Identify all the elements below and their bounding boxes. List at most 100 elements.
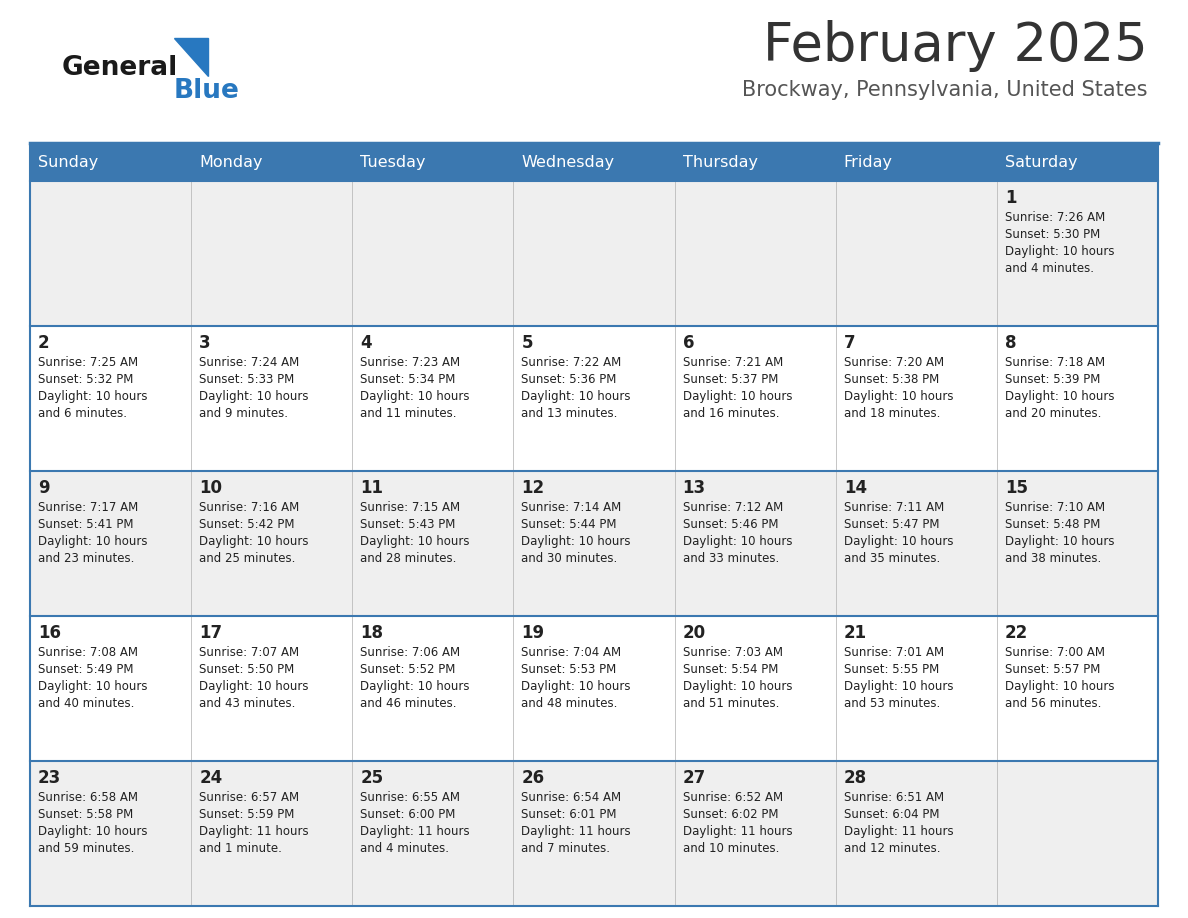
Text: Sunset: 5:37 PM: Sunset: 5:37 PM [683, 373, 778, 386]
Text: Sunrise: 7:06 AM: Sunrise: 7:06 AM [360, 646, 461, 659]
Text: Monday: Monday [200, 155, 263, 171]
Text: and 11 minutes.: and 11 minutes. [360, 407, 456, 420]
Text: 11: 11 [360, 479, 384, 497]
Text: Thursday: Thursday [683, 155, 758, 171]
Text: Sunset: 5:43 PM: Sunset: 5:43 PM [360, 518, 456, 531]
Text: and 33 minutes.: and 33 minutes. [683, 552, 779, 565]
Text: Sunrise: 7:01 AM: Sunrise: 7:01 AM [843, 646, 943, 659]
Text: and 56 minutes.: and 56 minutes. [1005, 697, 1101, 710]
Text: Daylight: 10 hours: Daylight: 10 hours [38, 535, 147, 548]
Text: and 40 minutes.: and 40 minutes. [38, 697, 134, 710]
Text: Daylight: 10 hours: Daylight: 10 hours [1005, 535, 1114, 548]
Text: and 46 minutes.: and 46 minutes. [360, 697, 456, 710]
Text: 14: 14 [843, 479, 867, 497]
Text: 17: 17 [200, 624, 222, 642]
Text: Sunset: 5:30 PM: Sunset: 5:30 PM [1005, 228, 1100, 241]
Text: Daylight: 10 hours: Daylight: 10 hours [843, 535, 953, 548]
Text: Daylight: 10 hours: Daylight: 10 hours [360, 390, 469, 403]
Bar [30, 145, 1158, 181]
Polygon shape [173, 38, 208, 76]
Text: Daylight: 10 hours: Daylight: 10 hours [1005, 245, 1114, 258]
Text: Sunset: 5:53 PM: Sunset: 5:53 PM [522, 663, 617, 676]
Text: Daylight: 10 hours: Daylight: 10 hours [360, 680, 469, 693]
Text: Sunset: 5:46 PM: Sunset: 5:46 PM [683, 518, 778, 531]
Text: and 48 minutes.: and 48 minutes. [522, 697, 618, 710]
Text: Sunset: 5:49 PM: Sunset: 5:49 PM [38, 663, 133, 676]
Text: 26: 26 [522, 769, 544, 787]
Text: Daylight: 10 hours: Daylight: 10 hours [1005, 680, 1114, 693]
Text: Sunrise: 6:55 AM: Sunrise: 6:55 AM [360, 791, 460, 804]
Text: and 20 minutes.: and 20 minutes. [1005, 407, 1101, 420]
Text: Sunset: 6:04 PM: Sunset: 6:04 PM [843, 808, 940, 821]
Text: Tuesday: Tuesday [360, 155, 425, 171]
Text: Daylight: 10 hours: Daylight: 10 hours [843, 680, 953, 693]
Bar [30, 761, 1158, 906]
Text: Sunset: 5:54 PM: Sunset: 5:54 PM [683, 663, 778, 676]
Bar [30, 616, 1158, 761]
Text: 19: 19 [522, 624, 544, 642]
Text: and 43 minutes.: and 43 minutes. [200, 697, 296, 710]
Text: and 13 minutes.: and 13 minutes. [522, 407, 618, 420]
Text: Daylight: 10 hours: Daylight: 10 hours [522, 680, 631, 693]
Text: Sunrise: 7:11 AM: Sunrise: 7:11 AM [843, 501, 944, 514]
Text: Sunrise: 7:18 AM: Sunrise: 7:18 AM [1005, 356, 1105, 369]
Text: and 6 minutes.: and 6 minutes. [38, 407, 127, 420]
Text: Daylight: 11 hours: Daylight: 11 hours [200, 825, 309, 838]
Text: and 25 minutes.: and 25 minutes. [200, 552, 296, 565]
Text: Sunset: 5:50 PM: Sunset: 5:50 PM [200, 663, 295, 676]
Text: 9: 9 [38, 479, 50, 497]
Text: Brockway, Pennsylvania, United States: Brockway, Pennsylvania, United States [742, 80, 1148, 100]
Text: Daylight: 10 hours: Daylight: 10 hours [683, 535, 792, 548]
Text: and 4 minutes.: and 4 minutes. [1005, 262, 1094, 275]
Text: and 4 minutes.: and 4 minutes. [360, 842, 449, 855]
Text: Sunrise: 7:25 AM: Sunrise: 7:25 AM [38, 356, 138, 369]
Text: and 10 minutes.: and 10 minutes. [683, 842, 779, 855]
Text: Sunrise: 7:03 AM: Sunrise: 7:03 AM [683, 646, 783, 659]
Text: Sunset: 5:57 PM: Sunset: 5:57 PM [1005, 663, 1100, 676]
Text: 24: 24 [200, 769, 222, 787]
Text: Daylight: 11 hours: Daylight: 11 hours [360, 825, 470, 838]
Text: 28: 28 [843, 769, 867, 787]
Text: Sunrise: 7:17 AM: Sunrise: 7:17 AM [38, 501, 138, 514]
Bar [30, 471, 1158, 616]
Text: 20: 20 [683, 624, 706, 642]
Text: 5: 5 [522, 334, 533, 352]
Text: and 16 minutes.: and 16 minutes. [683, 407, 779, 420]
Text: and 23 minutes.: and 23 minutes. [38, 552, 134, 565]
Text: 4: 4 [360, 334, 372, 352]
Text: Sunrise: 7:20 AM: Sunrise: 7:20 AM [843, 356, 943, 369]
Text: Sunrise: 7:10 AM: Sunrise: 7:10 AM [1005, 501, 1105, 514]
Text: General: General [62, 55, 178, 81]
Text: Daylight: 10 hours: Daylight: 10 hours [38, 390, 147, 403]
Text: Daylight: 10 hours: Daylight: 10 hours [683, 390, 792, 403]
Text: Saturday: Saturday [1005, 155, 1078, 171]
Text: 13: 13 [683, 479, 706, 497]
Text: Wednesday: Wednesday [522, 155, 614, 171]
Text: and 1 minute.: and 1 minute. [200, 842, 282, 855]
Text: Sunrise: 7:04 AM: Sunrise: 7:04 AM [522, 646, 621, 659]
Text: 16: 16 [38, 624, 61, 642]
Text: Sunrise: 7:21 AM: Sunrise: 7:21 AM [683, 356, 783, 369]
Text: Sunrise: 7:07 AM: Sunrise: 7:07 AM [200, 646, 299, 659]
Text: Sunrise: 7:12 AM: Sunrise: 7:12 AM [683, 501, 783, 514]
Text: Sunset: 5:42 PM: Sunset: 5:42 PM [200, 518, 295, 531]
Text: Sunset: 6:01 PM: Sunset: 6:01 PM [522, 808, 617, 821]
Text: Sunset: 5:58 PM: Sunset: 5:58 PM [38, 808, 133, 821]
Text: Daylight: 11 hours: Daylight: 11 hours [522, 825, 631, 838]
Text: Sunset: 5:34 PM: Sunset: 5:34 PM [360, 373, 456, 386]
Text: Sunset: 5:39 PM: Sunset: 5:39 PM [1005, 373, 1100, 386]
Text: Sunrise: 7:14 AM: Sunrise: 7:14 AM [522, 501, 621, 514]
Text: Blue: Blue [173, 78, 240, 104]
Text: Sunrise: 7:22 AM: Sunrise: 7:22 AM [522, 356, 621, 369]
Text: and 38 minutes.: and 38 minutes. [1005, 552, 1101, 565]
Text: Sunset: 5:32 PM: Sunset: 5:32 PM [38, 373, 133, 386]
Text: 18: 18 [360, 624, 384, 642]
Text: Daylight: 10 hours: Daylight: 10 hours [200, 535, 309, 548]
Text: Daylight: 10 hours: Daylight: 10 hours [360, 535, 469, 548]
Text: and 30 minutes.: and 30 minutes. [522, 552, 618, 565]
Text: Sunset: 5:55 PM: Sunset: 5:55 PM [843, 663, 939, 676]
Text: Daylight: 10 hours: Daylight: 10 hours [843, 390, 953, 403]
Text: 7: 7 [843, 334, 855, 352]
Text: Sunset: 5:38 PM: Sunset: 5:38 PM [843, 373, 939, 386]
Text: and 53 minutes.: and 53 minutes. [843, 697, 940, 710]
